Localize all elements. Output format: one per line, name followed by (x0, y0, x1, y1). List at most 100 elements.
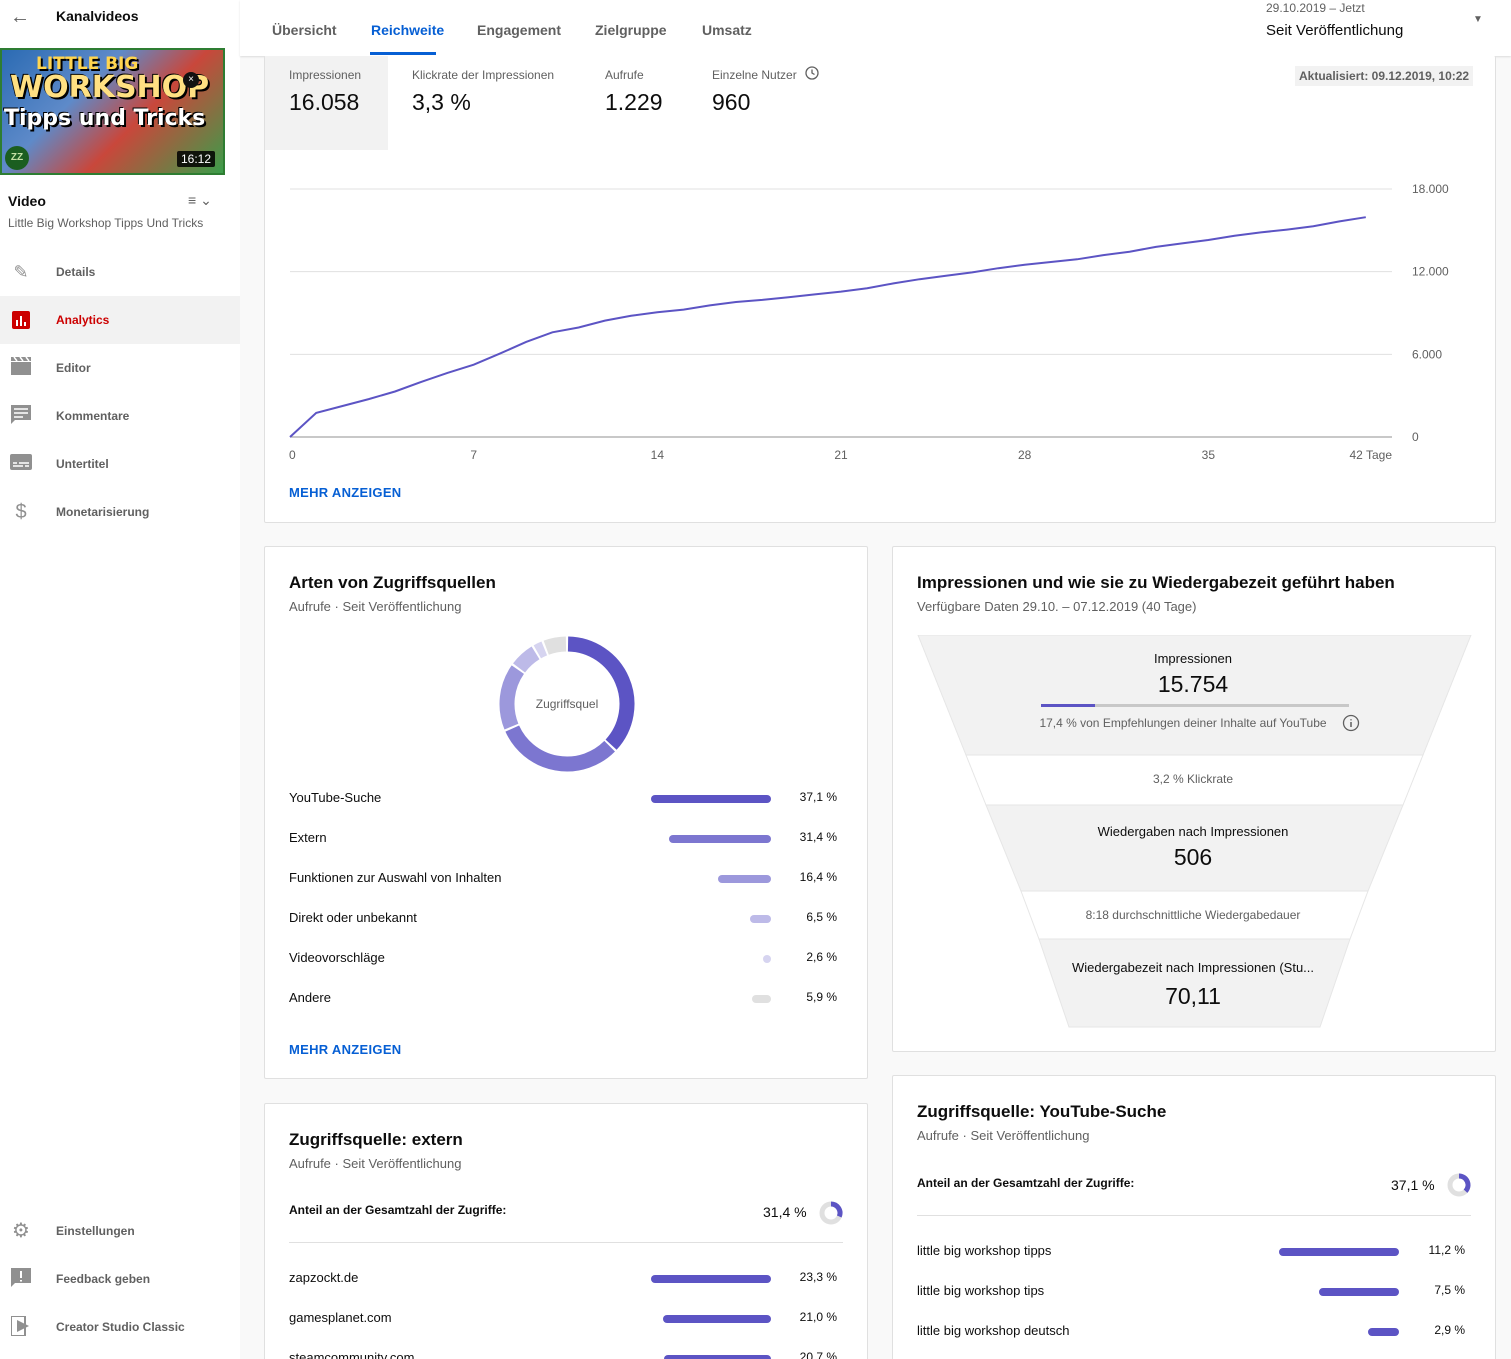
row-percent: 37,1 % (799, 790, 837, 804)
sidebar-item-label: Details (56, 265, 96, 279)
row-label: steamcommunity.com (289, 1350, 415, 1359)
impressions-series-line (289, 216, 1366, 438)
gear-icon: ⚙ (12, 1220, 30, 1242)
sidebar-item-label: Einstellungen (56, 1224, 135, 1238)
dollar-icon: $ (15, 501, 27, 523)
row-percent: 2,9 % (1434, 1323, 1465, 1337)
tab-reach[interactable]: Reichweite (371, 22, 445, 38)
tab-audience[interactable]: Zielgruppe (595, 22, 667, 38)
row-bar (751, 995, 771, 1003)
traffic-source-row[interactable]: Funktionen zur Auswahl von Inhalten 16,4 … (289, 868, 837, 888)
x-tick-label: 28 (1018, 448, 1032, 462)
metric-unique-viewers[interactable]: Einzelne Nutzer 960 (688, 56, 838, 150)
funnel-impressions-value: 15.754 (1157, 671, 1229, 697)
sidebar-item-editor[interactable]: Editor (0, 344, 240, 392)
search-term-row[interactable]: little big workshop tips 7,5 % (917, 1281, 1465, 1301)
show-more-link[interactable]: MEHR ANZEIGEN (289, 1042, 402, 1057)
sidebar-item-analytics[interactable]: Analytics (0, 296, 240, 344)
card-subtitle: Aufrufe · Seit Veröffentlichung (289, 1156, 462, 1171)
sidebar-item-label: Editor (56, 361, 91, 375)
row-bar (717, 875, 771, 883)
tab-revenue[interactable]: Umsatz (702, 22, 752, 38)
video-thumbnail[interactable]: LITTLE BIG WORKSHOP Tipps und Tricks × Z… (0, 48, 225, 175)
row-label: little big workshop tips (917, 1283, 1045, 1298)
donut-slice[interactable] (533, 641, 548, 659)
traffic-source-row[interactable]: YouTube-Suche 37,1 % (289, 788, 837, 808)
row-percent: 23,3 % (799, 1270, 837, 1284)
metric-value: 1.229 (605, 89, 663, 115)
donut-slice[interactable] (499, 665, 525, 730)
row-label: little big workshop tipps (917, 1243, 1052, 1258)
tab-engagement[interactable]: Engagement (477, 22, 562, 38)
analytics-icon (10, 309, 32, 331)
sidebar-item-details[interactable]: ✎ Details (0, 248, 240, 296)
video-duration: 16:12 (176, 151, 215, 167)
share-ring-chart (1447, 1173, 1471, 1197)
sidebar-item-label: Creator Studio Classic (56, 1320, 185, 1334)
sidebar-item-settings[interactable]: ⚙ Einstellungen (0, 1207, 240, 1255)
back-label[interactable]: Kanalvideos (56, 8, 139, 24)
row-bar (1318, 1288, 1399, 1296)
traffic-source-row[interactable]: Andere 5,9 % (289, 988, 837, 1008)
donut-slice[interactable] (567, 636, 635, 750)
tab-overview[interactable]: Übersicht (272, 22, 337, 38)
external-source-row[interactable]: gamesplanet.com 21,0 % (289, 1308, 837, 1328)
sidebar-item-comments[interactable]: Kommentare (0, 392, 240, 440)
sidebar-item-label: Kommentare (56, 409, 130, 423)
donut-slice[interactable] (513, 646, 540, 673)
x-tick-label: 21 (834, 448, 848, 462)
card-title: Zugriffsquelle: YouTube-Suche (917, 1102, 1167, 1121)
search-term-row[interactable]: little big workshop tipps 11,2 % (917, 1241, 1465, 1261)
sidebar: ← Kanalvideos LITTLE BIG WORKSHOP Tipps … (0, 0, 240, 1359)
share-value: 37,1 % (1391, 1177, 1435, 1193)
search-term-row[interactable]: little big workshop deutsch 2,9 % (917, 1321, 1465, 1341)
card-title: Impressionen und wie sie zu Wiedergabeze… (917, 573, 1395, 592)
sidebar-item-classic[interactable]: Creator Studio Classic (0, 1303, 240, 1351)
row-percent: 21,0 % (799, 1310, 837, 1324)
x-tick-label: 7 (470, 448, 477, 462)
x-tick-label: 35 (1202, 448, 1216, 462)
external-source-row[interactable]: steamcommunity.com 20,7 % (289, 1348, 837, 1359)
row-percent: 31,4 % (799, 830, 837, 844)
row-percent: 20,7 % (799, 1350, 837, 1359)
reach-overview-card: Impressionen 16.058 Klickrate der Impres… (264, 56, 1496, 523)
x-tick-label: 14 (651, 448, 665, 462)
row-bar (1367, 1328, 1399, 1336)
metric-views[interactable]: Aufrufe 1.229 (581, 56, 688, 150)
traffic-source-row[interactable]: Videovorschläge 2,6 % (289, 948, 837, 968)
sidebar-item-feedback[interactable]: Feedback geben (0, 1255, 240, 1303)
metric-label: Aufrufe (605, 68, 644, 82)
donut-slice[interactable] (505, 725, 615, 772)
traffic-source-row[interactable]: Direkt oder unbekannt 6,5 % (289, 908, 837, 928)
back-to-channel-videos[interactable]: ← Kanalvideos (0, 0, 240, 36)
clock-icon (805, 66, 819, 85)
youtube-search-source-card: Zugriffsquelle: YouTube-Suche Aufrufe · … (892, 1075, 1496, 1359)
metric-ctr[interactable]: Klickrate der Impressionen 3,3 % (388, 56, 581, 150)
video-switcher[interactable]: ≡ ⌄ (188, 192, 212, 209)
external-source-row[interactable]: zapzockt.de 23,3 % (289, 1268, 837, 1288)
show-more-link[interactable]: MEHR ANZEIGEN (289, 485, 402, 500)
traffic-source-row[interactable]: Extern 31,4 % (289, 828, 837, 848)
date-range-value[interactable]: Seit Veröffentlichung (1266, 22, 1404, 39)
info-icon[interactable] (1342, 714, 1360, 737)
row-bar (762, 955, 771, 963)
sidebar-item-label: Untertitel (56, 457, 109, 471)
caret-down-icon[interactable]: ▼ (1473, 14, 1483, 25)
row-percent: 16,4 % (799, 870, 837, 884)
ring-fill (1458, 1173, 1471, 1193)
thumbnail-text-line1: LITTLE BIG (36, 54, 139, 74)
row-percent: 2,6 % (806, 950, 837, 964)
sidebar-item-subtitles[interactable]: Untertitel (0, 440, 240, 488)
donut-slice[interactable] (543, 636, 567, 655)
funnel-ctr: 3,2 % Klickrate (1152, 772, 1234, 786)
x-tick-label: 0 (289, 448, 296, 462)
clapperboard-icon (10, 356, 32, 379)
arrow-left-icon[interactable]: ← (10, 6, 30, 28)
funnel-views-value: 506 (1173, 844, 1213, 870)
subtitles-icon (10, 453, 32, 475)
row-label: YouTube-Suche (289, 790, 382, 805)
thumbnail-text-line3: Tipps und Tricks (4, 106, 206, 131)
metric-impressions[interactable]: Impressionen 16.058 (265, 56, 388, 150)
divider (289, 1242, 843, 1243)
sidebar-item-monetization[interactable]: $ Monetarisierung (0, 488, 240, 536)
